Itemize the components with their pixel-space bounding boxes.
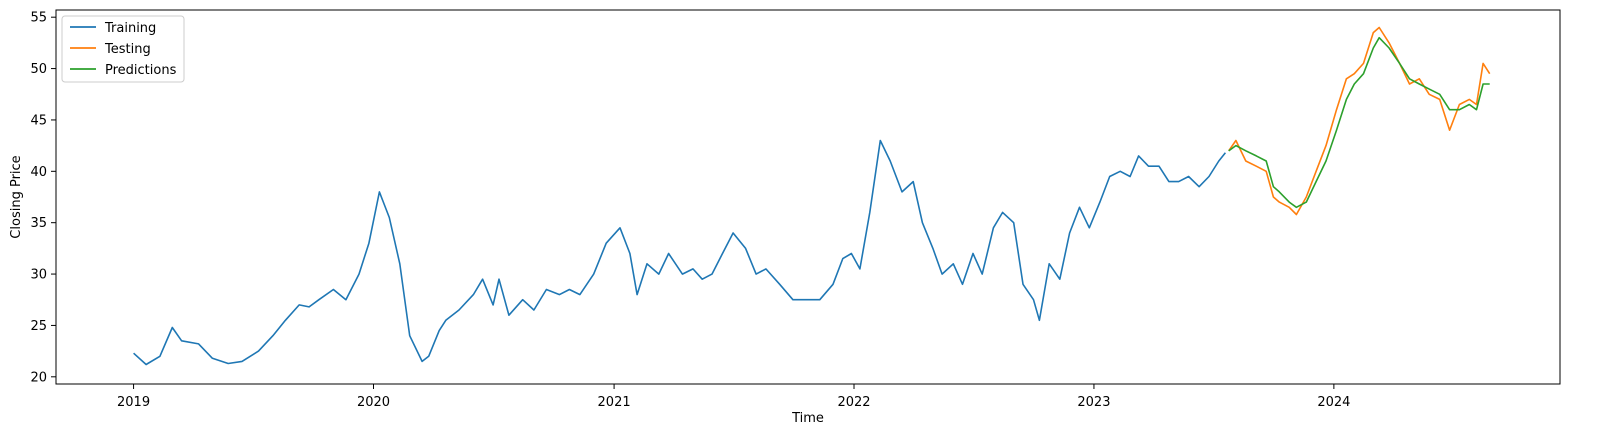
plot-frame <box>55 9 1561 385</box>
y-axis-label: Closing Price <box>9 155 24 238</box>
y-tick-label: 35 <box>30 216 47 231</box>
x-tick-label: 2024 <box>1317 395 1350 410</box>
x-axis-label: Time <box>791 411 824 426</box>
x-tick-label: 2019 <box>117 395 150 410</box>
series-line-training <box>133 139 1227 366</box>
y-tick-label: 30 <box>30 268 47 283</box>
y-tick-label: 40 <box>30 165 47 180</box>
legend-label-testing: Testing <box>104 42 151 57</box>
legend-box <box>61 15 185 83</box>
x-tick-label: 2020 <box>357 395 390 410</box>
y-tick-label: 20 <box>30 370 47 385</box>
legend-label-training: Training <box>104 21 156 36</box>
x-tick-label: 2022 <box>837 395 870 410</box>
y-tick-label: 45 <box>30 113 47 128</box>
x-axis-ticks: 2019 2020 2021 2022 2023 2024 <box>117 384 1350 410</box>
x-tick-label: 2023 <box>1077 395 1110 410</box>
y-axis-ticks: 20 25 30 35 40 45 50 55 <box>30 11 56 385</box>
series-line-predictions <box>1228 36 1490 209</box>
y-tick-label: 55 <box>30 11 47 26</box>
x-tick-label: 2021 <box>598 395 631 410</box>
legend-label-predictions: Predictions <box>105 63 177 78</box>
plot-lines <box>133 26 1491 366</box>
legend: Training Testing Predictions <box>61 15 185 83</box>
y-tick-label: 50 <box>30 62 47 77</box>
series-line-testing <box>1228 26 1491 216</box>
y-tick-label: 25 <box>30 319 47 334</box>
